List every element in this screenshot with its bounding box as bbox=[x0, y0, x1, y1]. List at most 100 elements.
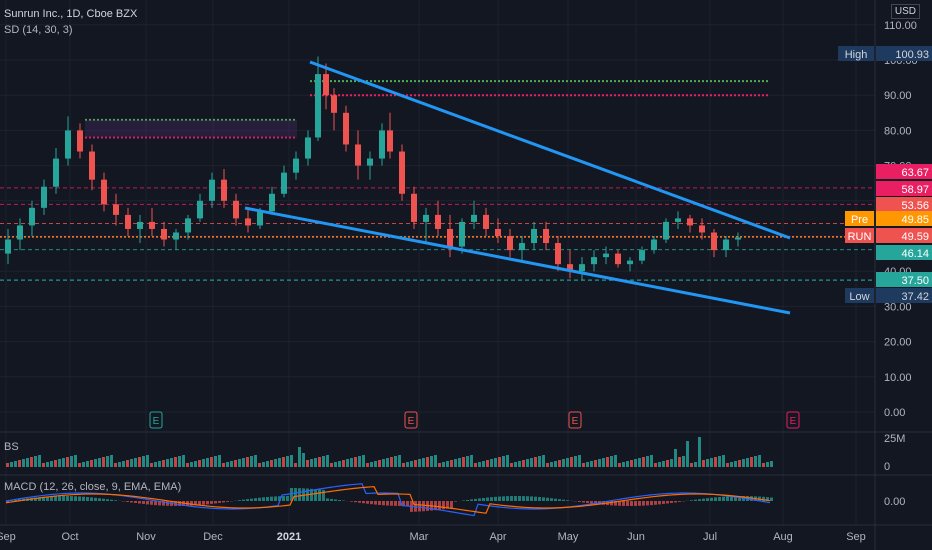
macd-histogram-bar bbox=[434, 501, 437, 511]
volume-bar bbox=[766, 462, 769, 467]
volume-bar bbox=[314, 458, 317, 467]
price-label-value: 46.14 bbox=[901, 248, 929, 260]
macd-histogram-bar bbox=[142, 501, 145, 504]
candle-body bbox=[483, 214, 489, 229]
volume-bar bbox=[670, 459, 673, 467]
lower-trendline[interactable] bbox=[244, 206, 791, 315]
volume-bar bbox=[654, 463, 657, 467]
macd-histogram-bar bbox=[362, 501, 365, 504]
macd-histogram-bar bbox=[390, 501, 393, 506]
volume-bar bbox=[466, 456, 469, 467]
candle-body bbox=[507, 236, 513, 251]
volume-bar bbox=[634, 459, 637, 467]
earnings-marker[interactable] bbox=[568, 411, 582, 429]
macd-histogram-bar bbox=[442, 501, 445, 510]
macd-histogram-bar bbox=[394, 501, 397, 506]
volume-bar bbox=[430, 456, 433, 467]
candle-body bbox=[531, 228, 537, 244]
time-axis[interactable]: Sep Oct Nov Dec 2021 Mar Apr May Jun Jul Aug Sep bbox=[0, 531, 866, 543]
macd-histogram-bar bbox=[314, 489, 317, 501]
earnings-marker[interactable] bbox=[149, 411, 163, 429]
volume-bar bbox=[462, 457, 465, 467]
macd-line bbox=[5, 483, 771, 517]
trendlines[interactable] bbox=[244, 60, 791, 315]
volume-bar bbox=[426, 457, 429, 467]
earnings-marker-label: E bbox=[790, 416, 797, 427]
volume-bar bbox=[350, 458, 353, 467]
volume-bar bbox=[458, 458, 461, 467]
volume-bar bbox=[206, 458, 209, 467]
macd-histogram-bar bbox=[618, 501, 621, 506]
volume-bar bbox=[378, 460, 381, 467]
macd-histogram-bar bbox=[278, 496, 281, 501]
upper-trendline[interactable] bbox=[309, 60, 791, 240]
volume-bar bbox=[478, 462, 481, 467]
candle-body bbox=[379, 130, 385, 159]
macd-histogram-bar bbox=[586, 501, 589, 503]
macd-histogram-bar bbox=[218, 501, 221, 503]
macd-histogram-bar bbox=[130, 501, 133, 503]
macd-histogram-bar bbox=[510, 496, 513, 501]
price-label-tag: Low bbox=[849, 291, 869, 303]
candle-body bbox=[627, 260, 633, 265]
volume-bar bbox=[546, 463, 549, 467]
macd-histogram-bar bbox=[78, 496, 81, 501]
volume-bar bbox=[90, 460, 93, 467]
price-label-value: 63.67 bbox=[901, 167, 929, 179]
volume-bar bbox=[522, 460, 525, 467]
volume-bar bbox=[34, 456, 37, 467]
volume-bar bbox=[618, 463, 621, 467]
macd-histogram-bar bbox=[318, 489, 321, 501]
volume-bar bbox=[134, 458, 137, 467]
volume-bar bbox=[606, 457, 609, 467]
macd-histogram-bar bbox=[134, 501, 137, 504]
volume-bar bbox=[126, 460, 129, 467]
time-tick: Aug bbox=[773, 531, 793, 543]
volume-bar bbox=[750, 457, 753, 467]
candle-body bbox=[137, 221, 143, 229]
volume-bar bbox=[538, 456, 541, 467]
macd-histogram-bar bbox=[462, 500, 465, 501]
candle-body bbox=[233, 200, 239, 219]
macd-histogram-bar bbox=[486, 497, 489, 501]
volume-bar bbox=[346, 459, 349, 467]
volume-bar bbox=[686, 441, 689, 467]
price-label-tag: Pre bbox=[851, 214, 868, 226]
volume-bar bbox=[322, 456, 325, 467]
macd-histogram-bar bbox=[334, 499, 337, 501]
macd-tick: 0.00 bbox=[884, 496, 905, 508]
time-tick: 2021 bbox=[277, 531, 301, 543]
macd-histogram-bar bbox=[114, 500, 117, 501]
candle-body bbox=[603, 253, 609, 258]
candle-body bbox=[149, 221, 155, 229]
volume-bar bbox=[54, 460, 57, 467]
price-tick: 90.00 bbox=[884, 90, 912, 102]
macd-histogram-bar bbox=[590, 501, 593, 504]
macd-histogram-bar bbox=[698, 499, 701, 501]
price-axis[interactable]: 110.00100.0090.0080.0070.0060.0050.0040.… bbox=[884, 20, 918, 508]
macd-histogram-bar bbox=[290, 488, 293, 501]
volume-bar bbox=[174, 457, 177, 467]
earnings-marker[interactable] bbox=[786, 411, 800, 429]
earnings-marker[interactable] bbox=[404, 411, 418, 429]
macd-histogram-bar bbox=[254, 498, 257, 501]
macd-histogram-bar bbox=[66, 496, 69, 501]
candle-body bbox=[185, 218, 191, 233]
volume-bar bbox=[642, 457, 645, 467]
price-label-value: 58.97 bbox=[901, 184, 929, 196]
macd-histogram-bar bbox=[478, 498, 481, 501]
candle-body bbox=[209, 179, 215, 201]
candle-body bbox=[555, 243, 561, 265]
candle-body bbox=[77, 130, 83, 152]
time-tick: Jul bbox=[703, 531, 717, 543]
macd-histogram-bar bbox=[62, 496, 65, 501]
macd-histogram-bar bbox=[294, 488, 297, 501]
macd-histogram-bar bbox=[54, 496, 57, 501]
candle-body bbox=[173, 232, 179, 240]
volume-bar bbox=[614, 455, 617, 467]
macd-histogram-bar bbox=[70, 496, 73, 501]
macd-histogram-bar bbox=[766, 497, 769, 501]
